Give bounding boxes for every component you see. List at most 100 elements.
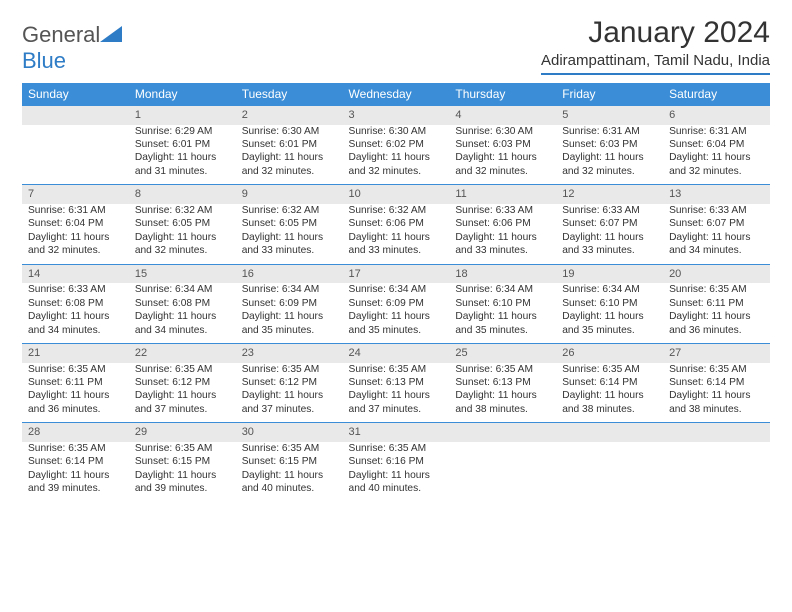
day-cell: Sunrise: 6:34 AMSunset: 6:09 PMDaylight:… xyxy=(343,283,450,343)
day-sunset: Sunset: 6:10 PM xyxy=(455,297,550,310)
brand-logo: GeneralBlue xyxy=(22,16,122,74)
day-number: 30 xyxy=(236,423,343,442)
day-sunset: Sunset: 6:12 PM xyxy=(242,376,337,389)
day-d1: Daylight: 11 hours xyxy=(349,469,444,482)
day-cell: Sunrise: 6:35 AMSunset: 6:12 PMDaylight:… xyxy=(129,363,236,423)
day-number: 29 xyxy=(129,423,236,442)
day-d1: Daylight: 11 hours xyxy=(455,310,550,323)
day-sunrise: Sunrise: 6:34 AM xyxy=(135,283,230,296)
day-sunrise: Sunrise: 6:30 AM xyxy=(455,125,550,138)
day-number: 11 xyxy=(449,185,556,204)
weekday-header-row: Sunday Monday Tuesday Wednesday Thursday… xyxy=(22,83,770,106)
day-number: 25 xyxy=(449,343,556,362)
day-sunrise: Sunrise: 6:34 AM xyxy=(242,283,337,296)
day-d1: Daylight: 11 hours xyxy=(349,151,444,164)
day-sunset: Sunset: 6:10 PM xyxy=(562,297,657,310)
day-d1: Daylight: 11 hours xyxy=(135,469,230,482)
day-number-row: 78910111213 xyxy=(22,185,770,204)
day-d2: and 34 minutes. xyxy=(669,244,764,257)
day-sunrise: Sunrise: 6:34 AM xyxy=(562,283,657,296)
day-sunrise: Sunrise: 6:35 AM xyxy=(242,363,337,376)
day-d1: Daylight: 11 hours xyxy=(135,231,230,244)
day-cell xyxy=(449,442,556,502)
day-d2: and 35 minutes. xyxy=(242,324,337,337)
day-d2: and 32 minutes. xyxy=(669,165,764,178)
day-data-row: Sunrise: 6:31 AMSunset: 6:04 PMDaylight:… xyxy=(22,204,770,264)
day-sunrise: Sunrise: 6:35 AM xyxy=(135,363,230,376)
day-sunset: Sunset: 6:01 PM xyxy=(135,138,230,151)
day-sunrise: Sunrise: 6:29 AM xyxy=(135,125,230,138)
calendar-body: 123456Sunrise: 6:29 AMSunset: 6:01 PMDay… xyxy=(22,106,770,502)
day-sunrise: Sunrise: 6:35 AM xyxy=(349,442,444,455)
day-d1: Daylight: 11 hours xyxy=(28,231,123,244)
day-sunrise: Sunrise: 6:33 AM xyxy=(455,204,550,217)
day-d1: Daylight: 11 hours xyxy=(135,389,230,402)
day-sunset: Sunset: 6:13 PM xyxy=(455,376,550,389)
day-cell: Sunrise: 6:30 AMSunset: 6:01 PMDaylight:… xyxy=(236,125,343,185)
day-cell xyxy=(556,442,663,502)
day-cell: Sunrise: 6:30 AMSunset: 6:03 PMDaylight:… xyxy=(449,125,556,185)
day-d2: and 32 minutes. xyxy=(242,165,337,178)
weekday-header: Monday xyxy=(129,83,236,106)
day-sunrise: Sunrise: 6:32 AM xyxy=(135,204,230,217)
day-cell: Sunrise: 6:33 AMSunset: 6:08 PMDaylight:… xyxy=(22,283,129,343)
day-sunrise: Sunrise: 6:35 AM xyxy=(349,363,444,376)
day-d2: and 34 minutes. xyxy=(28,324,123,337)
day-cell: Sunrise: 6:33 AMSunset: 6:07 PMDaylight:… xyxy=(663,204,770,264)
day-d2: and 38 minutes. xyxy=(669,403,764,416)
day-sunrise: Sunrise: 6:35 AM xyxy=(669,283,764,296)
day-d2: and 33 minutes. xyxy=(562,244,657,257)
day-number: 31 xyxy=(343,423,450,442)
day-d1: Daylight: 11 hours xyxy=(455,389,550,402)
day-sunset: Sunset: 6:06 PM xyxy=(349,217,444,230)
day-sunset: Sunset: 6:13 PM xyxy=(349,376,444,389)
day-d1: Daylight: 11 hours xyxy=(135,310,230,323)
day-number: 13 xyxy=(663,185,770,204)
calendar-table: Sunday Monday Tuesday Wednesday Thursday… xyxy=(22,83,770,502)
day-sunset: Sunset: 6:03 PM xyxy=(562,138,657,151)
day-sunrise: Sunrise: 6:31 AM xyxy=(562,125,657,138)
day-sunset: Sunset: 6:01 PM xyxy=(242,138,337,151)
day-cell: Sunrise: 6:29 AMSunset: 6:01 PMDaylight:… xyxy=(129,125,236,185)
day-number: 28 xyxy=(22,423,129,442)
day-number: 2 xyxy=(236,106,343,125)
day-sunrise: Sunrise: 6:30 AM xyxy=(349,125,444,138)
day-number: 22 xyxy=(129,343,236,362)
day-number xyxy=(663,423,770,442)
day-cell: Sunrise: 6:35 AMSunset: 6:11 PMDaylight:… xyxy=(663,283,770,343)
day-sunset: Sunset: 6:06 PM xyxy=(455,217,550,230)
day-number: 20 xyxy=(663,264,770,283)
day-sunrise: Sunrise: 6:33 AM xyxy=(562,204,657,217)
day-cell: Sunrise: 6:34 AMSunset: 6:08 PMDaylight:… xyxy=(129,283,236,343)
day-d1: Daylight: 11 hours xyxy=(28,310,123,323)
day-d2: and 35 minutes. xyxy=(349,324,444,337)
day-d2: and 32 minutes. xyxy=(135,244,230,257)
day-sunrise: Sunrise: 6:33 AM xyxy=(669,204,764,217)
day-data-row: Sunrise: 6:29 AMSunset: 6:01 PMDaylight:… xyxy=(22,125,770,185)
day-cell: Sunrise: 6:32 AMSunset: 6:06 PMDaylight:… xyxy=(343,204,450,264)
day-number: 21 xyxy=(22,343,129,362)
day-sunrise: Sunrise: 6:35 AM xyxy=(135,442,230,455)
day-d1: Daylight: 11 hours xyxy=(349,389,444,402)
day-d1: Daylight: 11 hours xyxy=(669,389,764,402)
day-cell: Sunrise: 6:31 AMSunset: 6:04 PMDaylight:… xyxy=(22,204,129,264)
day-cell: Sunrise: 6:34 AMSunset: 6:10 PMDaylight:… xyxy=(556,283,663,343)
day-sunset: Sunset: 6:14 PM xyxy=(562,376,657,389)
day-data-row: Sunrise: 6:35 AMSunset: 6:11 PMDaylight:… xyxy=(22,363,770,423)
day-cell: Sunrise: 6:31 AMSunset: 6:04 PMDaylight:… xyxy=(663,125,770,185)
page-header: GeneralBlue January 2024 Adirampattinam,… xyxy=(22,16,770,75)
day-number: 1 xyxy=(129,106,236,125)
day-d1: Daylight: 11 hours xyxy=(562,389,657,402)
day-cell: Sunrise: 6:31 AMSunset: 6:03 PMDaylight:… xyxy=(556,125,663,185)
day-d1: Daylight: 11 hours xyxy=(562,310,657,323)
day-cell: Sunrise: 6:34 AMSunset: 6:10 PMDaylight:… xyxy=(449,283,556,343)
day-number-row: 14151617181920 xyxy=(22,264,770,283)
day-d1: Daylight: 11 hours xyxy=(242,151,337,164)
weekday-header: Friday xyxy=(556,83,663,106)
day-sunset: Sunset: 6:12 PM xyxy=(135,376,230,389)
day-d2: and 32 minutes. xyxy=(28,244,123,257)
day-number: 24 xyxy=(343,343,450,362)
day-d2: and 33 minutes. xyxy=(349,244,444,257)
day-sunrise: Sunrise: 6:35 AM xyxy=(562,363,657,376)
day-number-row: 28293031 xyxy=(22,423,770,442)
